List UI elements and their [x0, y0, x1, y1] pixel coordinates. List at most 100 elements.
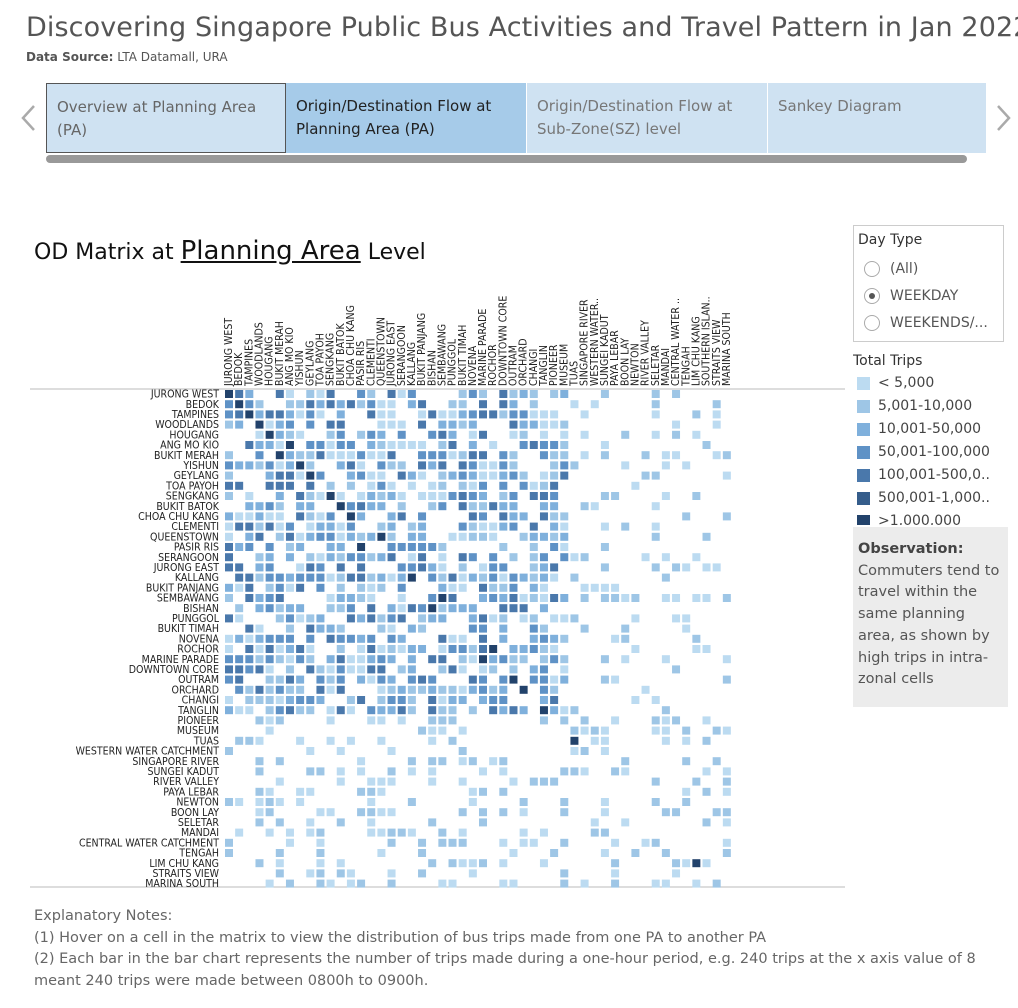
matrix-cell	[550, 655, 559, 664]
radio-icon	[864, 261, 880, 277]
matrix-cell	[458, 400, 467, 409]
radio-weekends[interactable]: WEEKENDS/...	[864, 315, 988, 337]
legend-item[interactable]: >1,000,000	[853, 513, 1008, 525]
matrix-cell	[285, 614, 294, 623]
column-label: BUKIT MERAH	[274, 321, 286, 386]
matrix-cell	[387, 624, 396, 633]
column-label: WESTERN WATER..	[589, 298, 601, 386]
matrix-cell	[550, 481, 559, 490]
matrix-cell	[387, 512, 396, 521]
matrix-cell	[377, 502, 386, 511]
matrix-cell	[387, 614, 396, 623]
matrix-cell	[346, 655, 355, 664]
matrix-cell	[489, 410, 498, 419]
matrix-cell	[600, 441, 609, 449]
matrix-cell	[306, 787, 315, 796]
matrix-cell	[235, 614, 244, 623]
matrix-cell	[499, 410, 508, 419]
matrix-cell	[458, 410, 467, 419]
matrix-cell	[499, 594, 508, 602]
matrix-cell	[346, 522, 355, 531]
row-label: GEYLANG	[174, 470, 219, 482]
tab-overview[interactable]: Overview at Planning Area (PA)	[46, 83, 286, 153]
column-label: CHOA CHU KANG	[345, 305, 357, 386]
matrix-cell	[255, 716, 264, 725]
matrix-cell	[397, 543, 406, 551]
matrix-cell	[560, 543, 569, 551]
chevron-right-icon[interactable]	[992, 100, 1014, 136]
matrix-cell	[722, 594, 731, 602]
matrix-cell	[539, 696, 548, 704]
matrix-cell	[255, 757, 264, 766]
matrix-cell	[235, 461, 244, 470]
tab-od-flow-pa[interactable]: Origin/Destination Flow at Planning Area …	[286, 83, 526, 153]
matrix-cell	[438, 594, 447, 602]
matrix-cell	[539, 665, 548, 674]
matrix-cell	[600, 808, 609, 817]
matrix-cell	[296, 604, 305, 613]
matrix-cell	[702, 594, 711, 602]
matrix-cell	[479, 655, 487, 664]
matrix-cell	[336, 818, 345, 827]
row-label: DOWNTOWN CORE	[129, 664, 219, 676]
matrix-cell	[428, 696, 437, 704]
od-matrix-chart[interactable]: JURONG WESTBEDOKTAMPINESWOODLANDSHOUGANG…	[0, 270, 850, 895]
matrix-cell	[509, 583, 518, 592]
tab-od-flow-sz[interactable]: Origin/Destination Flow at Sub-Zone(SZ) l…	[527, 83, 767, 153]
tabs-scrollbar[interactable]	[46, 155, 967, 163]
radio-all[interactable]: (All)	[864, 261, 918, 283]
matrix-cell	[285, 624, 294, 633]
matrix-cell	[570, 573, 579, 582]
matrix-cell	[479, 430, 487, 439]
matrix-cell	[306, 655, 315, 664]
matrix-cell	[387, 655, 396, 664]
legend-item[interactable]: 50,001-100,000	[853, 444, 1008, 467]
matrix-cell	[590, 400, 599, 409]
matrix-cell	[468, 471, 477, 480]
legend-item[interactable]: < 5,000	[853, 375, 1008, 398]
matrix-cell	[560, 808, 569, 817]
matrix-cell	[346, 665, 355, 674]
matrix-cell	[468, 492, 477, 500]
legend-item[interactable]: 5,001-10,000	[853, 398, 1008, 421]
matrix-cell	[336, 685, 345, 694]
matrix-cell	[672, 451, 681, 460]
matrix-cell	[306, 532, 315, 541]
matrix-cell	[418, 553, 427, 562]
tab-sankey[interactable]: Sankey Diagram	[768, 83, 986, 153]
matrix-cell	[438, 481, 447, 490]
matrix-cell	[387, 645, 396, 653]
matrix-cell	[428, 430, 437, 439]
matrix-cell	[489, 614, 498, 623]
matrix-cell	[265, 808, 274, 817]
radio-weekday[interactable]: WEEKDAY	[864, 288, 958, 310]
matrix-cell	[529, 492, 538, 500]
matrix-cell	[255, 767, 264, 776]
legend-item[interactable]: 10,001-50,000	[853, 421, 1008, 444]
matrix-cell	[255, 818, 264, 827]
matrix-cell	[285, 553, 294, 562]
matrix-cell	[682, 859, 691, 868]
chevron-left-icon[interactable]	[18, 100, 40, 136]
matrix-cell	[397, 573, 406, 582]
matrix-cell	[651, 410, 660, 419]
matrix-cell	[346, 481, 355, 490]
matrix-cell	[651, 502, 660, 511]
legend-item[interactable]: 500,001-1,000..	[853, 490, 1008, 513]
matrix-cell	[499, 461, 508, 470]
legend-swatch	[857, 445, 870, 459]
matrix-cell	[336, 675, 345, 684]
matrix-cell	[275, 685, 284, 694]
matrix-cell	[539, 563, 548, 572]
matrix-cell	[265, 441, 274, 449]
planning-area-link[interactable]: Planning Area	[180, 236, 361, 266]
matrix-cell	[570, 706, 579, 715]
column-label: KALLANG	[406, 342, 418, 386]
matrix-cell	[448, 441, 457, 449]
matrix-cell	[346, 461, 355, 470]
matrix-cell	[245, 736, 254, 745]
matrix-cell	[245, 645, 254, 653]
legend-item[interactable]: 100,001-500,0..	[853, 467, 1008, 490]
matrix-cell	[509, 492, 518, 500]
matrix-cell	[499, 522, 508, 531]
